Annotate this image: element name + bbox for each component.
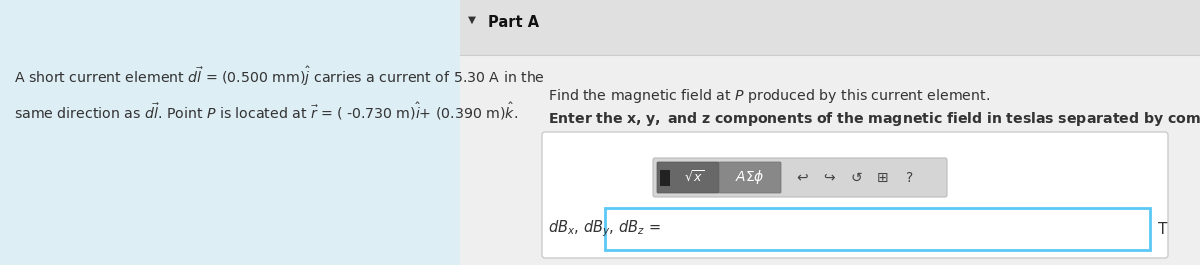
Bar bbox=[605, 208, 1150, 250]
Bar bbox=[460, 0, 1200, 265]
Text: same direction as $d\vec{l}$. Point $P$ is located at $\vec{r}$ = ( -0.730 m)$\h: same direction as $d\vec{l}$. Point $P$ … bbox=[14, 101, 518, 122]
Text: T: T bbox=[1158, 222, 1168, 236]
Text: ▼: ▼ bbox=[468, 15, 476, 25]
Bar bbox=[660, 170, 670, 186]
FancyBboxPatch shape bbox=[658, 162, 719, 193]
Bar bbox=[460, 0, 1200, 55]
Text: ↺: ↺ bbox=[850, 170, 862, 184]
Text: ?: ? bbox=[906, 170, 913, 184]
Text: Part A: Part A bbox=[488, 15, 539, 30]
Text: $\sqrt{x}$: $\sqrt{x}$ bbox=[684, 170, 704, 185]
FancyBboxPatch shape bbox=[653, 158, 947, 197]
Text: $\bf{Enter\ the}$ $\mathit{\bf{x}}$$\bf{,}$ $\mathit{\bf{y}}$$\bf{,\ and}$ $\mat: $\bf{Enter\ the}$ $\mathit{\bf{x}}$$\bf{… bbox=[548, 110, 1200, 128]
Text: Find the magnetic field at $P$ produced by this current element.: Find the magnetic field at $P$ produced … bbox=[548, 87, 990, 105]
Text: ↩: ↩ bbox=[796, 170, 808, 184]
Text: $dB_x$, $dB_y$, $dB_z$ =: $dB_x$, $dB_y$, $dB_z$ = bbox=[548, 219, 661, 239]
Text: ↪: ↪ bbox=[823, 170, 835, 184]
FancyBboxPatch shape bbox=[719, 162, 781, 193]
Bar bbox=[0, 0, 460, 265]
FancyBboxPatch shape bbox=[542, 132, 1168, 258]
Text: ⊞: ⊞ bbox=[877, 170, 889, 184]
Text: A short current element $d\vec{l}$ = (0.500 mm)$\hat{j}$ carries a current of 5.: A short current element $d\vec{l}$ = (0.… bbox=[14, 65, 545, 88]
Text: $A\Sigma\phi$: $A\Sigma\phi$ bbox=[736, 169, 764, 187]
